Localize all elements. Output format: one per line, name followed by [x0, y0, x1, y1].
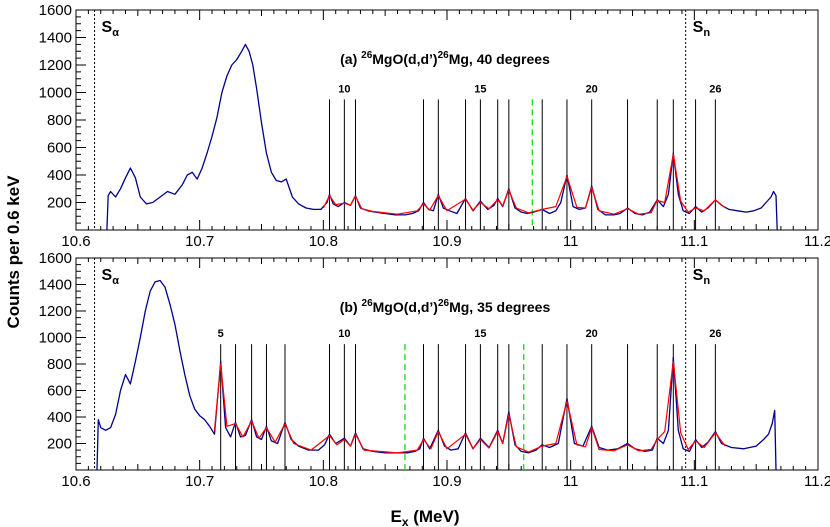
x-tick-label: 11: [563, 473, 579, 490]
plot-frame: [75, 9, 819, 231]
x-axis-label-sub: x: [402, 515, 409, 527]
peak-number-label: 10: [338, 83, 350, 95]
x-tick-label: 11.2: [804, 233, 830, 250]
y-tick-label: 1600: [39, 250, 72, 267]
x-axis-label-suffix: (MeV): [409, 507, 460, 526]
peak-number-label: 15: [474, 328, 486, 340]
peak-number-label: 20: [586, 328, 598, 340]
x-axis-label: Ex (MeV): [390, 507, 459, 527]
y-tick-label: 200: [47, 195, 72, 212]
panel-title: (b) 26MgO(d,d’)26Mg, 35 degrees: [340, 298, 551, 315]
y-tick-label: 800: [47, 356, 72, 373]
x-tick-label: 11: [563, 233, 579, 250]
x-tick-label: 10.6: [61, 233, 90, 250]
y-tick-label: 1000: [39, 85, 72, 102]
fit-curve: [322, 153, 726, 215]
x-tick-label: 10.6: [61, 473, 90, 490]
x-tick-label: 10.7: [185, 473, 214, 490]
peak-number-label: 5: [218, 328, 224, 340]
x-tick-label: 11.1: [680, 233, 708, 250]
x-tick-label: 10.9: [432, 473, 461, 490]
y-tick-label: 400: [47, 409, 72, 426]
threshold-label: Sn: [693, 267, 711, 287]
fit-curve: [213, 360, 726, 454]
data-histogram: [96, 279, 777, 471]
peak-number-label: 15: [474, 83, 486, 95]
panel-b: 10.6 10.7 10.8 10.9 11 11.1 11.2 200 400 600 800 10…: [39, 250, 830, 490]
y-tick-label: 1200: [39, 57, 72, 74]
y-tick-label: 600: [47, 140, 72, 157]
plot-frame: [75, 257, 819, 471]
y-axis-label: Counts per 0.6 keV: [4, 175, 23, 329]
peak-number-label: 20: [586, 83, 598, 95]
peak-number-label: 26: [709, 328, 721, 340]
peak-number-label: 10: [338, 328, 350, 340]
y-tick-label: 1400: [39, 30, 72, 47]
x-tick-label: 11.2: [804, 473, 830, 490]
y-tick-label: 800: [47, 112, 72, 129]
panel-a: 10.6 10.7 10.8 10.9 11 11.1 11.2 200 400 600 800 10…: [39, 2, 830, 250]
y-tick-label: 400: [47, 167, 72, 184]
y-tick-label: 1400: [39, 277, 72, 294]
x-tick-label: 10.8: [309, 233, 338, 250]
y-tick-label: 600: [47, 383, 72, 400]
data-histogram: [106, 43, 778, 231]
y-tick-label: 200: [47, 436, 72, 453]
x-tick-label: 10.8: [309, 473, 338, 490]
y-tick-label: 1600: [39, 2, 72, 19]
panel-title: (a) 26MgO(d,d’)26Mg, 40 degrees: [340, 50, 550, 67]
threshold-label: Sn: [693, 19, 711, 39]
x-tick-label: 11.1: [680, 473, 708, 490]
threshold-label: Sα: [102, 19, 120, 39]
y-tick-label: 1000: [39, 330, 72, 347]
x-axis-label-main: E: [390, 507, 401, 526]
x-tick-label: 10.7: [185, 233, 214, 250]
threshold-label: Sα: [102, 267, 120, 287]
x-tick-label: 10.9: [432, 233, 461, 250]
peak-number-label: 26: [709, 83, 721, 95]
y-tick-label: 1200: [39, 303, 72, 320]
